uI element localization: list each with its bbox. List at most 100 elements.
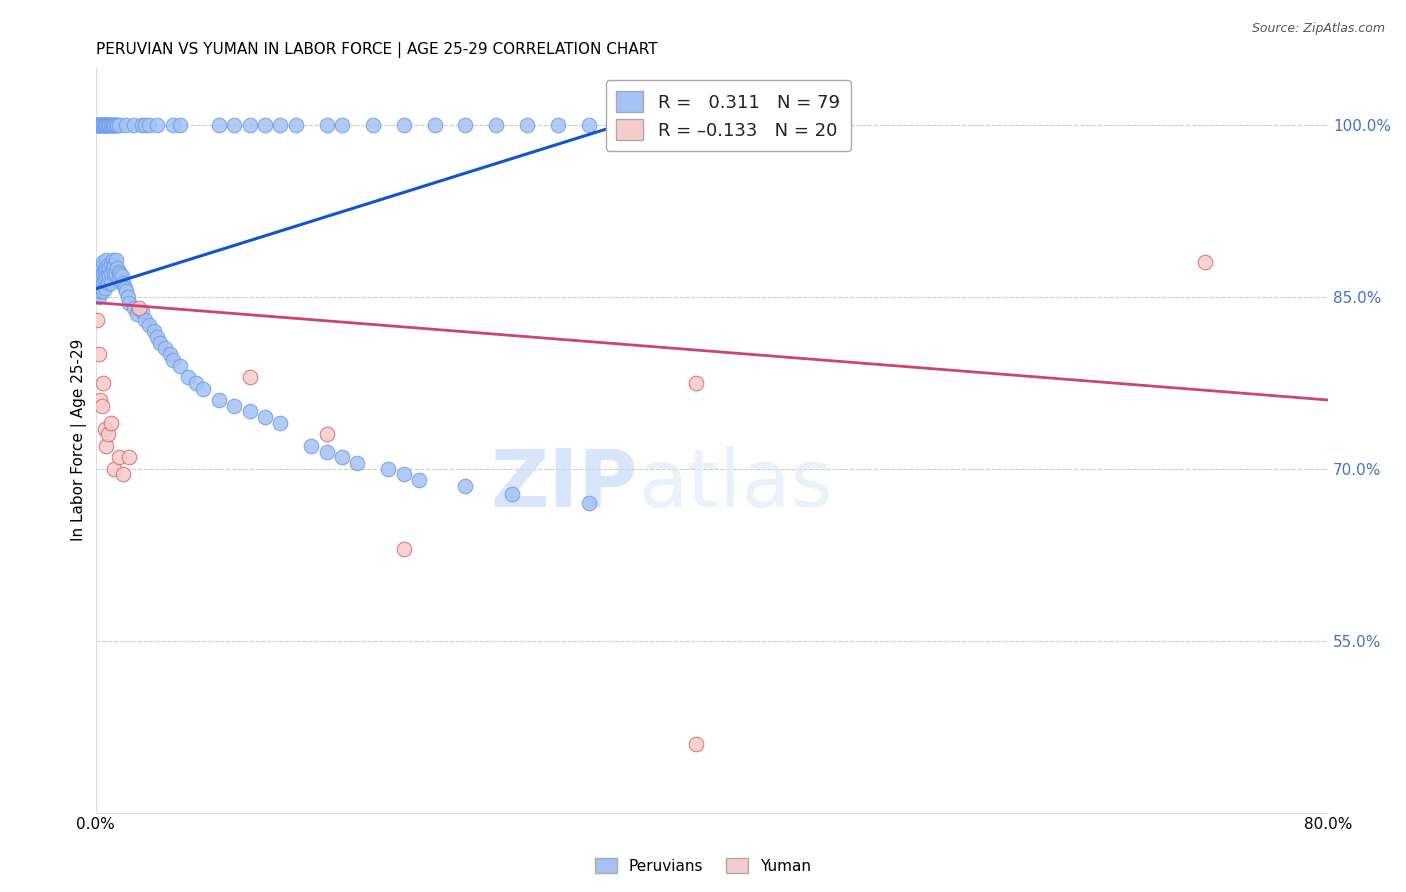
Point: [127, 307, 149, 321]
Point: [96, 118, 118, 132]
Point: [117, 290, 139, 304]
Point: [330, 450, 353, 465]
Point: [578, 118, 600, 132]
Point: [609, 118, 631, 132]
Point: [284, 118, 307, 132]
Point: [111, 269, 134, 284]
Point: [103, 461, 125, 475]
Point: [193, 382, 215, 396]
Point: [86, 312, 108, 326]
Point: [115, 118, 138, 132]
Point: [254, 118, 277, 132]
Point: [100, 276, 122, 290]
Text: atlas: atlas: [638, 446, 832, 524]
Point: [96, 269, 118, 284]
Point: [100, 267, 122, 281]
Point: [87, 347, 110, 361]
Point: [97, 258, 120, 272]
Point: [94, 265, 117, 279]
Point: [146, 118, 169, 132]
Point: [87, 273, 110, 287]
Point: [377, 461, 399, 475]
Point: [1194, 255, 1216, 269]
Point: [131, 303, 153, 318]
Point: [330, 118, 353, 132]
Point: [485, 118, 508, 132]
Point: [89, 273, 111, 287]
Point: [90, 267, 112, 281]
Point: [96, 439, 118, 453]
Text: ZIP: ZIP: [491, 446, 638, 524]
Point: [94, 273, 117, 287]
Point: [122, 118, 145, 132]
Point: [90, 399, 112, 413]
Point: [516, 118, 538, 132]
Point: [86, 284, 108, 298]
Point: [162, 118, 184, 132]
Point: [91, 276, 114, 290]
Point: [107, 450, 129, 465]
Point: [90, 118, 112, 132]
Point: [208, 392, 231, 407]
Point: [89, 284, 111, 298]
Point: [269, 416, 291, 430]
Point: [89, 261, 111, 276]
Point: [315, 118, 337, 132]
Point: [146, 330, 169, 344]
Point: [134, 312, 156, 326]
Point: [103, 267, 125, 281]
Point: [87, 118, 110, 132]
Point: [122, 301, 145, 316]
Point: [118, 450, 141, 465]
Point: [392, 541, 415, 556]
Point: [224, 118, 246, 132]
Point: [87, 284, 110, 298]
Point: [86, 267, 108, 281]
Point: [98, 269, 121, 284]
Point: [86, 278, 108, 293]
Point: [224, 399, 246, 413]
Point: [91, 284, 114, 298]
Point: [103, 258, 125, 272]
Point: [86, 118, 108, 132]
Point: [103, 118, 125, 132]
Point: [392, 118, 415, 132]
Point: [96, 118, 118, 132]
Point: [100, 258, 122, 272]
Point: [97, 267, 120, 281]
Point: [89, 118, 111, 132]
Point: [346, 456, 368, 470]
Point: [578, 496, 600, 510]
Point: [112, 467, 135, 482]
Text: Source: ZipAtlas.com: Source: ZipAtlas.com: [1251, 22, 1385, 36]
Point: [90, 118, 112, 132]
Point: [89, 392, 111, 407]
Point: [104, 118, 127, 132]
Point: [87, 118, 110, 132]
Point: [138, 118, 160, 132]
Point: [91, 267, 114, 281]
Point: [107, 273, 129, 287]
Point: [98, 118, 121, 132]
Point: [89, 278, 111, 293]
Point: [98, 261, 121, 276]
Point: [90, 281, 112, 295]
Point: [112, 276, 135, 290]
Point: [97, 427, 120, 442]
Point: [269, 118, 291, 132]
Point: [685, 737, 707, 751]
Point: [454, 479, 477, 493]
Legend: R =   0.311   N = 79, R = –0.133   N = 20: R = 0.311 N = 79, R = –0.133 N = 20: [606, 80, 851, 151]
Point: [94, 118, 117, 132]
Point: [254, 410, 277, 425]
Point: [86, 118, 108, 132]
Point: [239, 370, 262, 384]
Point: [100, 118, 122, 132]
Point: [169, 118, 191, 132]
Point: [91, 376, 114, 390]
Point: [94, 281, 117, 295]
Point: [100, 118, 122, 132]
Point: [685, 376, 707, 390]
Point: [98, 118, 121, 132]
Point: [100, 416, 122, 430]
